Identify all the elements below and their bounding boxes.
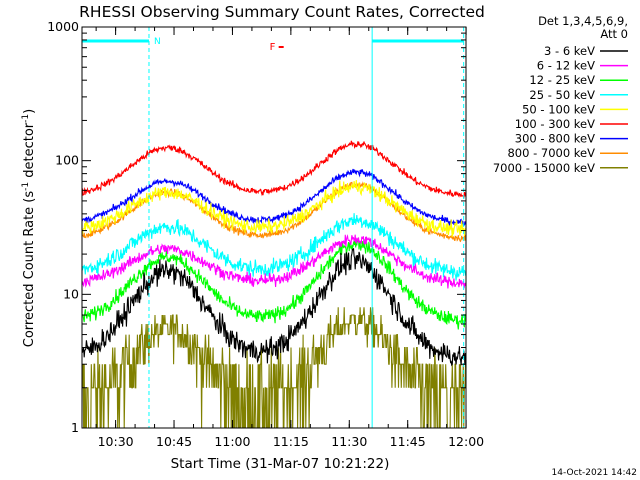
series-line-6 <box>82 168 466 227</box>
legend-label-3: 25 - 50 keV <box>529 88 595 102</box>
legend-header-line-2: Att 0 <box>600 27 628 41</box>
y-tick-label-0: 1 <box>71 420 79 435</box>
footer-timestamp: 14-Oct-2021 14:42 <box>552 468 637 478</box>
legend-label-0: 3 - 6 keV <box>544 44 595 58</box>
x-tick-label-1: 10:45 <box>156 434 192 449</box>
legend-label-1: 6 - 12 keV <box>537 59 595 73</box>
plot-background <box>82 27 466 428</box>
x-tick-label-0: 10:30 <box>98 434 134 449</box>
series-line-0 <box>82 248 466 368</box>
series-line-3 <box>82 213 466 281</box>
plot-area <box>82 27 466 428</box>
series-line-1 <box>82 234 466 289</box>
series-line-8 <box>82 307 466 428</box>
x-tick-label-2: 11:00 <box>214 434 250 449</box>
legend-label-7: 800 - 7000 keV <box>507 146 595 160</box>
legend-label-2: 12 - 25 keV <box>529 73 595 87</box>
legend-label-6: 300 - 800 keV <box>515 132 595 146</box>
x-tick-label-4: 11:30 <box>331 434 367 449</box>
legend-label-4: 50 - 100 keV <box>522 102 595 116</box>
y-tick-label-2: 100 <box>55 153 79 168</box>
y-tick-label-3: 1000 <box>47 19 79 34</box>
x-axis-label: Start Time (31-Mar-07 10:21:22) <box>171 456 390 472</box>
series-line-2 <box>82 238 466 330</box>
legend-label-8: 7000 - 15000 keV <box>493 161 595 175</box>
series-line-5 <box>82 140 466 199</box>
y-tick-label-1: 10 <box>63 286 79 301</box>
x-tick-label-3: 11:15 <box>273 434 309 449</box>
legend-header-line-1: Det 1,3,4,5,6,9, <box>538 14 628 28</box>
x-tick-label-6: 12:00 <box>448 434 484 449</box>
series-line-4 <box>82 179 466 238</box>
flare-flag-label: F <box>270 42 276 53</box>
flag-label-0: N <box>154 37 161 47</box>
plot-frame <box>81 26 467 429</box>
legend-label-5: 100 - 300 keV <box>515 117 595 131</box>
y-axis-label: Corrected Count Rate (s-1 detector-1) <box>21 109 37 347</box>
chart-title: RHESSI Observing Summary Count Rates, Co… <box>79 3 485 21</box>
axes: 10:30 10:45 11:00 11:15 11:30 11:45 12:00 1 10 10… <box>47 19 484 449</box>
x-tick-label-5: 11:45 <box>390 434 426 449</box>
